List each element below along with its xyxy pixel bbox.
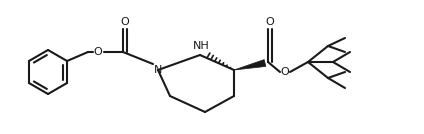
- Text: O: O: [94, 47, 102, 57]
- Polygon shape: [234, 60, 266, 70]
- Text: N: N: [154, 65, 162, 75]
- Text: O: O: [265, 17, 274, 27]
- Text: O: O: [120, 17, 129, 27]
- Text: NH: NH: [192, 41, 209, 51]
- Text: O: O: [281, 67, 289, 77]
